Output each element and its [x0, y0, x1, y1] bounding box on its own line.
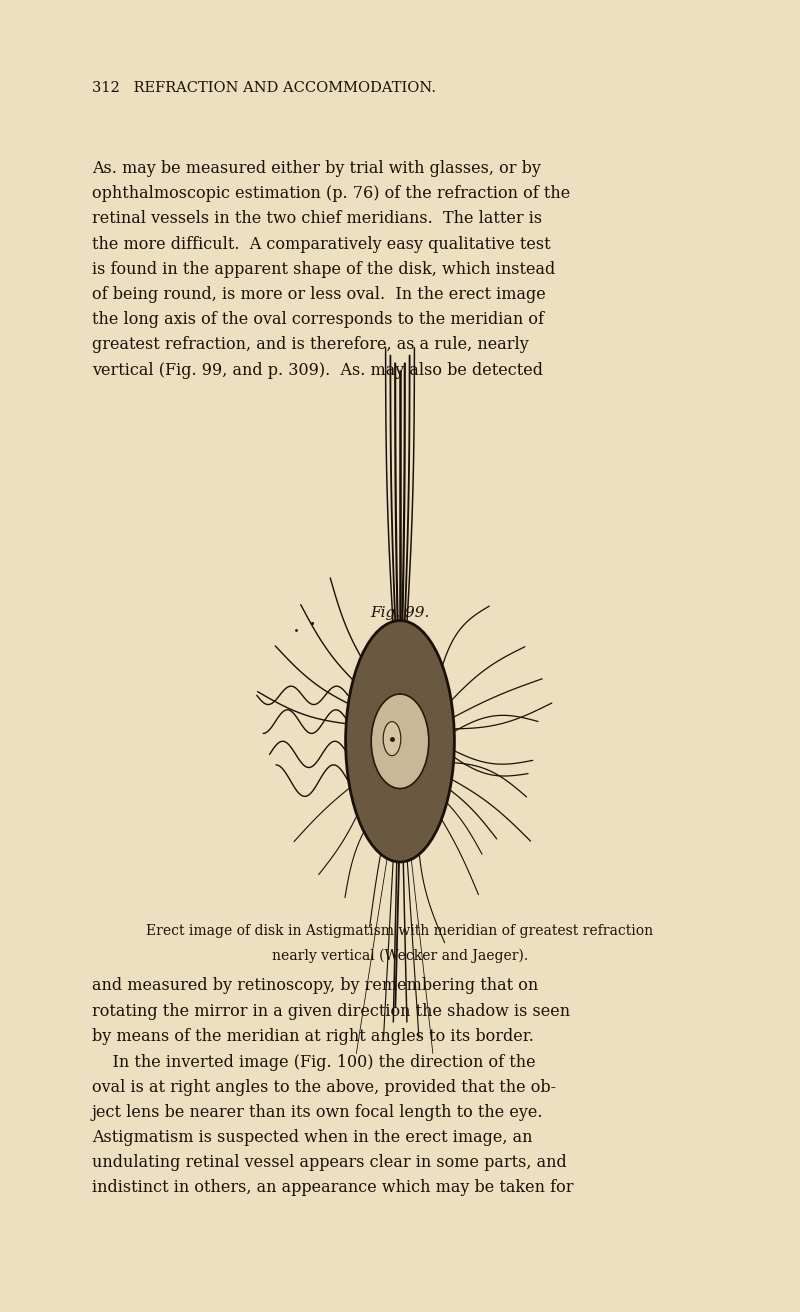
Text: undulating retinal vessel appears clear in some parts, and: undulating retinal vessel appears clear … — [92, 1155, 566, 1172]
Text: ject lens be nearer than its own focal length to the eye.: ject lens be nearer than its own focal l… — [92, 1103, 543, 1120]
Text: is found in the apparent shape of the disk, which instead: is found in the apparent shape of the di… — [92, 261, 555, 278]
Text: and measured by retinoscopy, by remembering that on: and measured by retinoscopy, by remember… — [92, 977, 538, 994]
Text: vertical (Fig. 99, and p. 309).  As. may also be detected: vertical (Fig. 99, and p. 309). As. may … — [92, 362, 543, 379]
Text: oval is at right angles to the above, provided that the ob-: oval is at right angles to the above, pr… — [92, 1078, 556, 1096]
Text: rotating the mirror in a given direction the shadow is seen: rotating the mirror in a given direction… — [92, 1002, 570, 1019]
Text: nearly vertical (Wecker and Jaeger).: nearly vertical (Wecker and Jaeger). — [272, 949, 528, 963]
Ellipse shape — [346, 621, 454, 862]
Text: Erect image of disk in Astigmatism with meridian of greatest refraction: Erect image of disk in Astigmatism with … — [146, 924, 654, 938]
Text: retinal vessels in the two chief meridians.  The latter is: retinal vessels in the two chief meridia… — [92, 210, 542, 227]
Text: In the inverted image (Fig. 100) the direction of the: In the inverted image (Fig. 100) the dir… — [92, 1054, 536, 1071]
Text: As. may be measured either by trial with glasses, or by: As. may be measured either by trial with… — [92, 160, 541, 177]
Text: greatest refraction, and is therefore, as a rule, nearly: greatest refraction, and is therefore, a… — [92, 336, 529, 353]
Text: indistinct in others, an appearance which may be taken for: indistinct in others, an appearance whic… — [92, 1179, 574, 1197]
Text: the more difficult.  A comparatively easy qualitative test: the more difficult. A comparatively easy… — [92, 236, 550, 253]
Ellipse shape — [371, 694, 429, 789]
Text: the long axis of the oval corresponds to the meridian of: the long axis of the oval corresponds to… — [92, 311, 544, 328]
Text: by means of the meridian at right angles to its border.: by means of the meridian at right angles… — [92, 1027, 534, 1044]
Text: Fig. 99.: Fig. 99. — [370, 606, 430, 621]
Text: of being round, is more or less oval.  In the erect image: of being round, is more or less oval. In… — [92, 286, 546, 303]
Text: Astigmatism is suspected when in the erect image, an: Astigmatism is suspected when in the ere… — [92, 1130, 533, 1147]
Ellipse shape — [383, 722, 401, 756]
Text: 312   REFRACTION AND ACCOMMODATION.: 312 REFRACTION AND ACCOMMODATION. — [92, 81, 436, 96]
Text: ophthalmoscopic estimation (p. 76) of the refraction of the: ophthalmoscopic estimation (p. 76) of th… — [92, 185, 570, 202]
